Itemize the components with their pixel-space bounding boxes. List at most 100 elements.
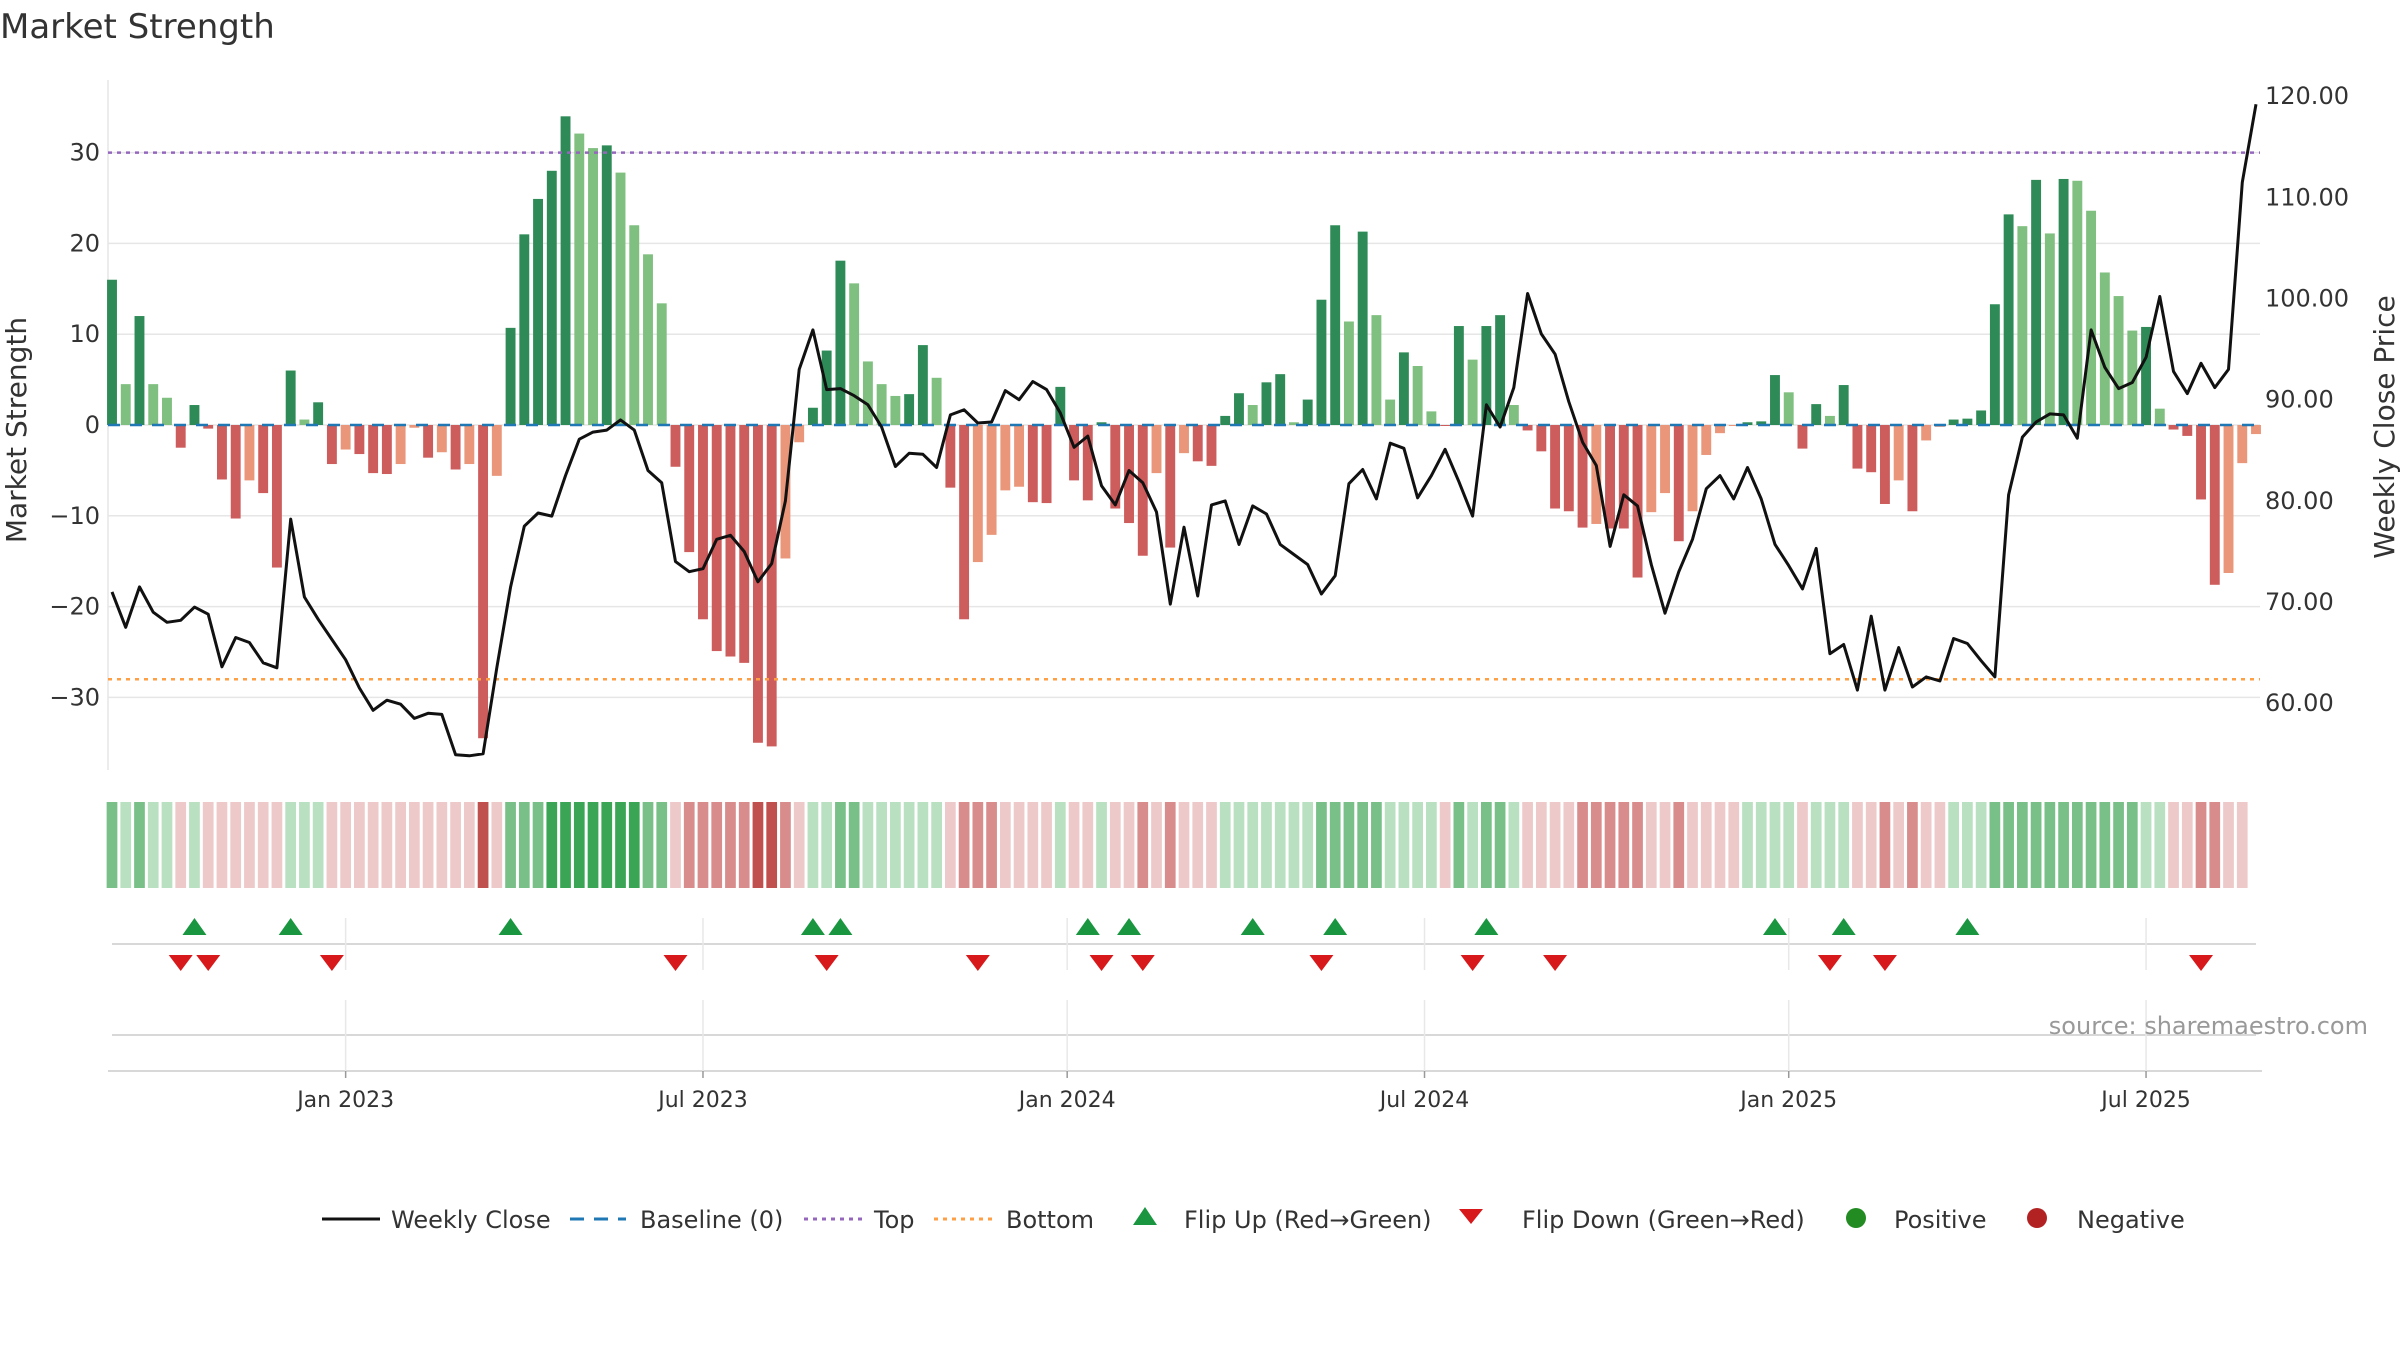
- legend-bottom: Bottom: [1006, 1206, 1094, 1234]
- heat-strip-cell: [1673, 802, 1685, 888]
- heat-strip-cell: [1109, 802, 1121, 888]
- heat-strip-cell: [2044, 802, 2056, 888]
- y2-tick-label: 100.00: [2265, 285, 2349, 313]
- heat-strip-cell: [1329, 802, 1341, 888]
- heat-strip-cell: [615, 802, 626, 888]
- strength-bar: [1508, 405, 1519, 425]
- heat-strip-cell: [1838, 802, 1850, 888]
- heat-strip-cell: [1755, 802, 1767, 888]
- heat-strip-cell: [999, 802, 1011, 888]
- heat-strip-cell: [2236, 802, 2248, 888]
- heat-strip-cell: [532, 802, 544, 888]
- heat-strip-cell: [1453, 802, 1465, 888]
- heat-strip-cell: [147, 802, 159, 888]
- flip-up-marker: [1075, 918, 1100, 935]
- heat-strip-cell: [1852, 802, 1863, 888]
- strength-bar: [972, 425, 983, 563]
- heat-strip-cell: [972, 802, 984, 888]
- strength-bar: [1412, 365, 1423, 425]
- heat-strip-cell: [642, 802, 654, 888]
- heat-strip-cell: [1027, 802, 1039, 888]
- strength-bar: [505, 327, 516, 425]
- heat-strip-cell: [931, 802, 942, 888]
- strength-bar: [450, 425, 461, 470]
- heat-strip-cell: [326, 802, 338, 888]
- strength-bar: [120, 384, 131, 425]
- y2-tick-label: 120.00: [2265, 82, 2349, 110]
- strength-bar: [271, 425, 282, 568]
- heat-strip-cell: [738, 802, 750, 888]
- strength-bar: [945, 425, 956, 488]
- flip-up-marker: [1117, 918, 1142, 935]
- heat-strip-cell: [1508, 802, 1520, 888]
- legend-flip-down: Flip Down (Green→Red): [1522, 1206, 1805, 1234]
- strength-bar: [546, 170, 557, 425]
- strength-bar: [478, 425, 489, 739]
- flip-up-marker: [800, 918, 825, 935]
- strength-bar: [1852, 425, 1863, 469]
- y2-tick-label: 60.00: [2265, 689, 2334, 717]
- heat-strip-cell: [2126, 802, 2138, 888]
- strength-bar: [1137, 425, 1148, 556]
- heat-strip-cell: [2003, 802, 2014, 888]
- strength-bar: [601, 145, 612, 426]
- heat-strip-cell: [1563, 802, 1575, 888]
- strength-bar: [1495, 315, 1506, 425]
- strength-bar: [1220, 415, 1231, 425]
- heat-strip-cell: [903, 802, 915, 888]
- heat-strip-cell: [683, 802, 695, 888]
- heat-strip-cell: [628, 802, 640, 888]
- heat-strip-cell: [1412, 802, 1424, 888]
- strength-bar: [2223, 425, 2234, 573]
- strength-bar: [1000, 425, 1011, 491]
- strength-bar: [148, 384, 159, 425]
- strength-bar: [698, 425, 708, 620]
- flip-markers-panel: [108, 918, 2262, 1072]
- heat-strip-cell: [1893, 802, 1905, 888]
- heat-strip-cell: [381, 802, 393, 888]
- heat-strip-cell: [257, 802, 269, 888]
- strength-bar: [807, 407, 818, 425]
- strength-bar: [684, 425, 695, 553]
- strength-heat-strip: [106, 802, 2248, 888]
- heat-strip-cell: [862, 802, 874, 888]
- strength-bar: [2196, 425, 2206, 500]
- heat-strip-cell: [367, 802, 379, 888]
- y-tick-label: 20: [69, 229, 100, 257]
- heat-strip-cell: [1041, 802, 1052, 888]
- heat-strip-cell: [711, 802, 723, 888]
- strength-bar: [1316, 299, 1327, 425]
- heat-strip-cell: [1962, 802, 1973, 888]
- heat-strip-cell: [1343, 802, 1355, 888]
- strength-bar: [1027, 425, 1038, 503]
- flip-down-marker: [1309, 955, 1334, 971]
- strength-bar: [533, 198, 543, 425]
- strength-bar: [1907, 425, 1918, 512]
- y2-tick-label: 90.00: [2265, 386, 2334, 414]
- heat-strip-cell: [1714, 802, 1726, 888]
- heat-strip-cell: [697, 802, 709, 888]
- heat-strip-cell: [1879, 802, 1891, 888]
- heat-strip-cell: [2223, 802, 2234, 888]
- heat-strip-cell: [1535, 802, 1547, 888]
- heat-strip-cell: [1274, 802, 1286, 888]
- strength-bar: [2017, 226, 2028, 425]
- strength-bar: [643, 254, 653, 425]
- strength-bar: [1563, 425, 1574, 512]
- strength-bar: [203, 425, 214, 429]
- x-axis: Jan 2023 Jul 2023 Jan 2024 Jul 2024 Jan 2025…: [295, 1071, 2191, 1113]
- x-tick-label: Jan 2023: [295, 1088, 394, 1113]
- strength-bar: [876, 384, 887, 425]
- strength-bar: [1605, 425, 1615, 529]
- heat-strip-cell: [1371, 802, 1382, 888]
- strength-bar: [1797, 425, 1808, 449]
- strength-bar: [1646, 425, 1657, 513]
- strength-bar: [258, 425, 269, 494]
- strength-bar: [1426, 411, 1437, 425]
- heat-strip-cell: [106, 802, 118, 888]
- strength-bar: [2058, 178, 2069, 425]
- heat-strip-cell: [1439, 802, 1451, 888]
- heat-strip-cell: [656, 802, 668, 888]
- heat-strip-cell: [2140, 802, 2152, 888]
- flip-down-marker: [814, 955, 839, 971]
